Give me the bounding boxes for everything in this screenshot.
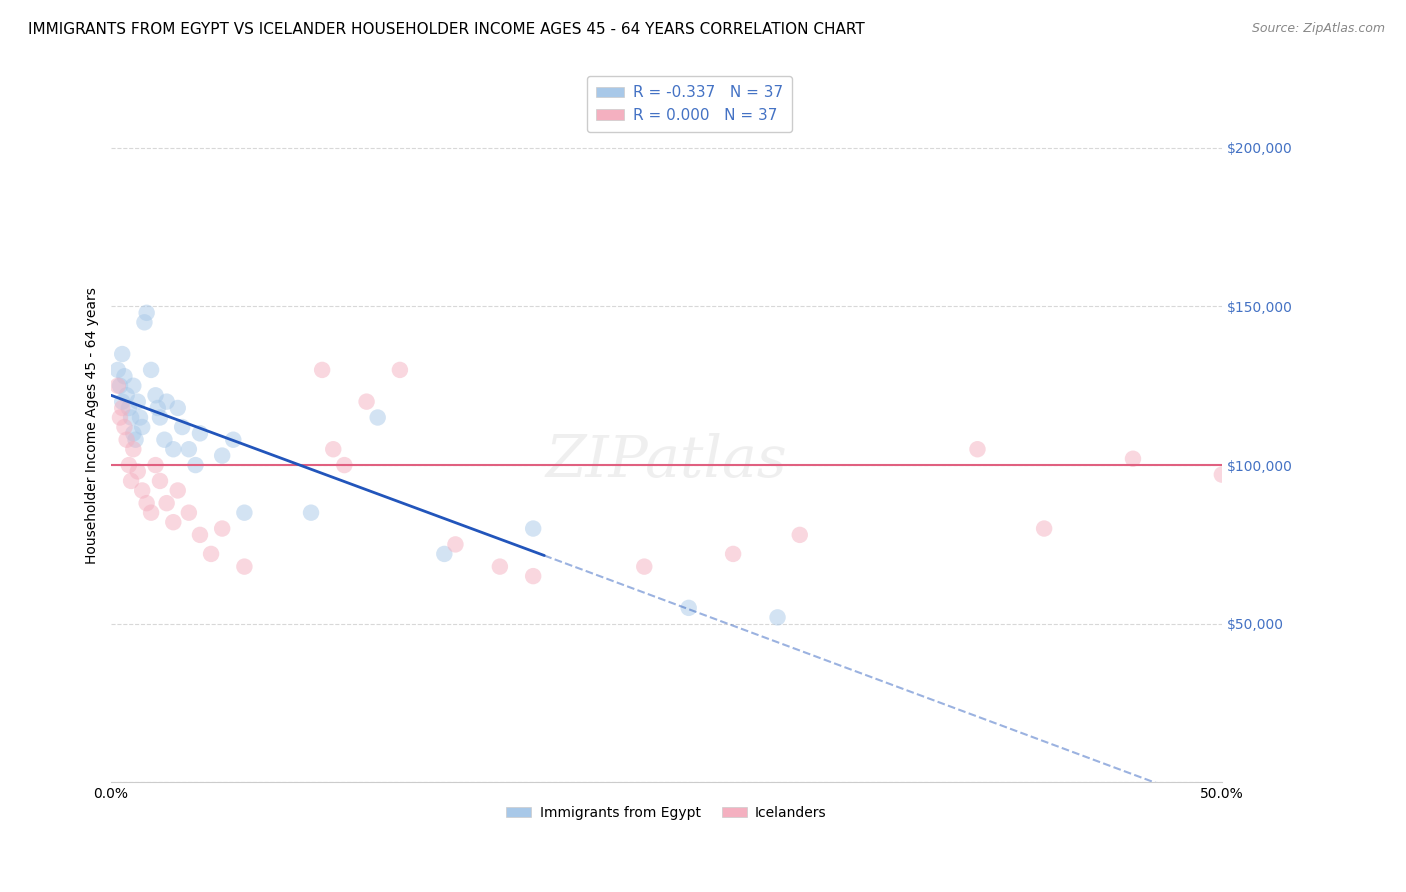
Point xyxy=(107,378,129,392)
Text: IMMIGRANTS FROM EGYPT VS ICELANDER HOUSEHOLDER INCOME AGES 45 - 64 YEARS CORRELA: IMMIGRANTS FROM EGYPT VS ICELANDER HOUSE… xyxy=(28,22,865,37)
Point xyxy=(233,559,256,574)
Legend: Immigrants from Egypt, Icelanders: Immigrants from Egypt, Icelanders xyxy=(501,800,832,825)
Point xyxy=(118,401,141,415)
Point xyxy=(162,442,184,457)
Point xyxy=(188,528,211,542)
Point xyxy=(211,449,233,463)
Point xyxy=(678,600,700,615)
Point xyxy=(311,363,333,377)
Point xyxy=(789,528,811,542)
Point xyxy=(107,363,129,377)
Point xyxy=(108,410,131,425)
Point xyxy=(388,363,411,377)
Point xyxy=(139,506,162,520)
Text: ZIPatlas: ZIPatlas xyxy=(546,433,787,490)
Point xyxy=(367,410,389,425)
Point xyxy=(156,496,179,510)
Point xyxy=(433,547,456,561)
Point xyxy=(177,506,200,520)
Point xyxy=(115,388,138,402)
Point xyxy=(633,559,655,574)
Point xyxy=(124,433,146,447)
Point xyxy=(322,442,344,457)
Point xyxy=(233,506,256,520)
Point xyxy=(131,483,153,498)
Point xyxy=(1211,467,1233,482)
Point xyxy=(200,547,222,561)
Point xyxy=(120,410,142,425)
Point xyxy=(131,420,153,434)
Point xyxy=(162,515,184,529)
Point xyxy=(211,522,233,536)
Point xyxy=(333,458,356,472)
Point xyxy=(120,474,142,488)
Point xyxy=(115,433,138,447)
Point xyxy=(299,506,322,520)
Point xyxy=(172,420,194,434)
Point xyxy=(522,522,544,536)
Point xyxy=(127,465,149,479)
Point xyxy=(145,458,167,472)
Point xyxy=(129,410,152,425)
Point xyxy=(1122,451,1144,466)
Point xyxy=(149,410,172,425)
Point xyxy=(122,426,145,441)
Point xyxy=(134,315,156,329)
Point xyxy=(222,433,245,447)
Point xyxy=(356,394,378,409)
Point xyxy=(111,394,134,409)
Point xyxy=(114,420,136,434)
Point xyxy=(122,442,145,457)
Text: Source: ZipAtlas.com: Source: ZipAtlas.com xyxy=(1251,22,1385,36)
Point xyxy=(149,474,172,488)
Point xyxy=(108,378,131,392)
Point xyxy=(166,401,188,415)
Point xyxy=(489,559,512,574)
Point xyxy=(135,496,157,510)
Point xyxy=(188,426,211,441)
Point xyxy=(166,483,188,498)
Y-axis label: Householder Income Ages 45 - 64 years: Householder Income Ages 45 - 64 years xyxy=(86,287,100,564)
Point xyxy=(139,363,162,377)
Point xyxy=(966,442,988,457)
Point xyxy=(127,394,149,409)
Point xyxy=(122,378,145,392)
Point xyxy=(721,547,744,561)
Point xyxy=(522,569,544,583)
Point xyxy=(184,458,207,472)
Point xyxy=(153,433,176,447)
Point xyxy=(111,347,134,361)
Point xyxy=(145,388,167,402)
Point xyxy=(156,394,179,409)
Point xyxy=(118,458,141,472)
Point xyxy=(111,401,134,415)
Point xyxy=(146,401,169,415)
Point xyxy=(177,442,200,457)
Point xyxy=(444,537,467,551)
Point xyxy=(114,369,136,384)
Point xyxy=(135,306,157,320)
Point xyxy=(1033,522,1056,536)
Point xyxy=(766,610,789,624)
